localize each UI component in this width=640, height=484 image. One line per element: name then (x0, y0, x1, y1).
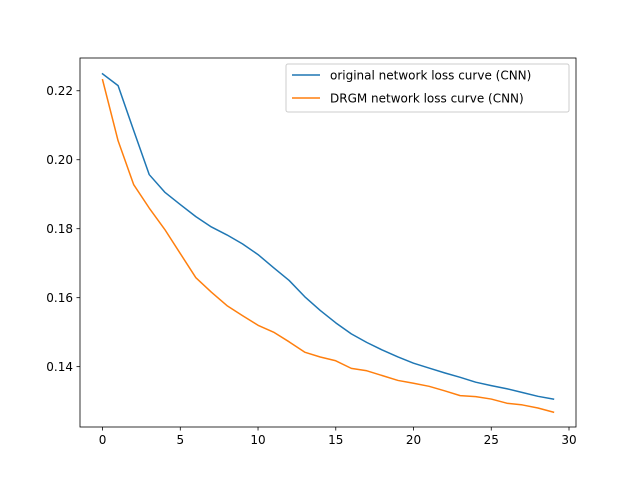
x-tick-label: 5 (176, 433, 184, 447)
y-tick-label: 0.14 (46, 360, 73, 374)
y-tick-label: 0.22 (46, 84, 73, 98)
x-axis: 0 5 10 15 20 25 30 (99, 427, 577, 447)
legend-label-original: original network loss curve (CNN) (330, 69, 531, 83)
axes-frame (79, 57, 577, 428)
y-tick-label: 0.20 (46, 153, 73, 167)
legend: original network loss curve (CNN) DRGM n… (285, 63, 570, 113)
legend-label-drgm: DRGM network loss curve (CNN) (330, 92, 524, 106)
x-tick-label: 15 (328, 433, 343, 447)
x-tick-label: 30 (561, 433, 576, 447)
x-tick-label: 0 (99, 433, 107, 447)
y-tick-label: 0.16 (46, 291, 73, 305)
series-line-0 (101, 72, 555, 400)
series-line-1 (101, 78, 555, 414)
x-tick-label: 20 (406, 433, 421, 447)
x-tick-label: 10 (250, 433, 265, 447)
y-axis: 0.14 0.16 0.18 0.20 0.22 (46, 84, 80, 374)
x-tick-label: 25 (484, 433, 499, 447)
legend-box (285, 63, 570, 113)
plot-lines (101, 72, 555, 414)
y-tick-label: 0.18 (46, 222, 73, 236)
